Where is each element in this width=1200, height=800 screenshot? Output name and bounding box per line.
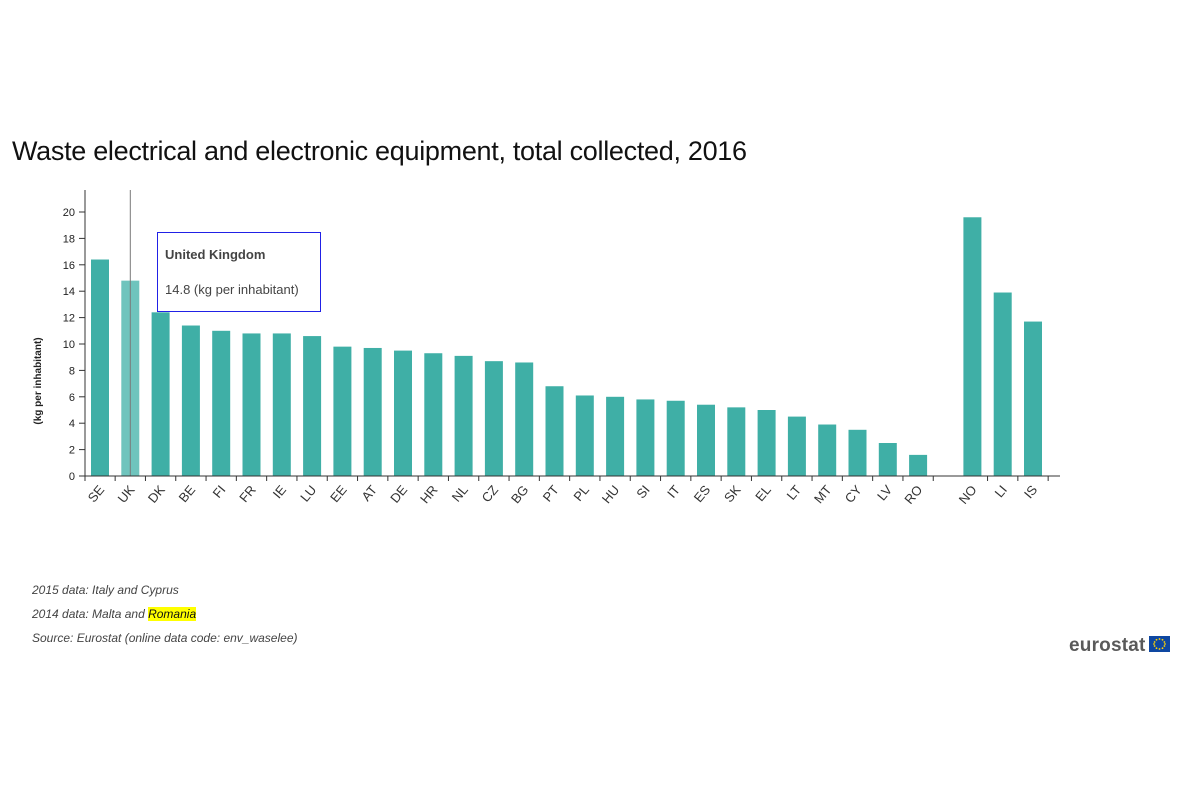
bar-de[interactable] [394, 350, 412, 476]
x-axis: SE UK DK BE FI FR IE LU EE AT DE HR NL CZ BG PT PL HU SI IT… [84, 475, 1060, 507]
bar-pl[interactable] [575, 395, 594, 476]
y-tick-label: 6 [69, 392, 75, 404]
y-axis-label: (kg per inhabitant) [33, 337, 44, 424]
x-tick-label-bg: BG [508, 482, 532, 506]
bar-no[interactable] [963, 217, 982, 476]
y-tick-label: 2 [69, 445, 75, 457]
bar-se[interactable] [91, 259, 109, 476]
x-tick-label-se: SE [85, 482, 108, 505]
x-tick-label-ee: EE [327, 482, 350, 505]
bar-si[interactable] [636, 399, 655, 476]
bar-ee[interactable] [333, 346, 352, 476]
x-tick-label-no: NO [956, 482, 980, 507]
x-tick-label-dk: DK [145, 482, 168, 506]
bar-fr[interactable] [242, 333, 261, 476]
x-tick-label-fr: FR [236, 482, 259, 505]
x-tick-label-fi: FI [210, 482, 229, 500]
y-axis: 0 2 4 6 8 10 12 14 16 18 20 [63, 190, 86, 483]
bar-cz[interactable] [484, 361, 503, 476]
x-tick-label-cy: CY [842, 482, 865, 506]
bar-hr[interactable] [424, 353, 443, 476]
bar-chart: 0 2 4 6 8 10 12 14 16 18 20 SE UK DK BE FI FR IE LU EE AT DE… [33, 190, 1060, 507]
bar-at[interactable] [363, 347, 382, 476]
y-tick-label: 12 [63, 313, 75, 325]
bar-nl[interactable] [454, 355, 473, 476]
y-tick-label: 18 [63, 233, 75, 245]
bar-dk[interactable] [151, 312, 170, 476]
y-tick-label: 16 [63, 260, 75, 272]
x-tick-label-pl: PL [570, 482, 592, 504]
x-tick-label-it: IT [664, 482, 683, 501]
x-tick-label-lv: LV [874, 482, 895, 503]
chart-title: Waste electrical and electronic equipmen… [12, 136, 747, 166]
bar-tooltip: United Kingdom 14.8 (kg per inhabitant) [157, 232, 321, 312]
x-tick-label-mt: MT [811, 482, 835, 506]
tooltip-title: United Kingdom [165, 247, 266, 262]
bar-ie[interactable] [272, 333, 291, 476]
bar-ro[interactable] [909, 454, 928, 476]
bar-lu[interactable] [303, 336, 322, 476]
x-tick-label-sk: SK [721, 482, 744, 505]
bar-is[interactable] [1024, 321, 1042, 476]
bar-fi[interactable] [212, 330, 231, 476]
x-tick-label-es: ES [691, 482, 714, 505]
x-tick-label-de: DE [387, 482, 410, 506]
x-tick-label-nl: NL [449, 482, 471, 504]
bar-cy[interactable] [848, 429, 867, 476]
bars-group [91, 190, 1042, 476]
x-tick-label-is: IS [1021, 482, 1041, 501]
y-tick-label: 20 [63, 207, 75, 219]
footnote-2014: 2014 data: Malta and Romania [32, 607, 197, 621]
bar-mt[interactable] [818, 424, 837, 476]
y-tick-label: 0 [69, 471, 75, 483]
x-tick-label-si: SI [633, 482, 652, 501]
bar-bg[interactable] [515, 362, 534, 476]
x-tick-label-hr: HR [417, 482, 441, 506]
bar-li[interactable] [993, 292, 1012, 476]
bar-hu[interactable] [606, 396, 625, 476]
x-tick-label-el: EL [752, 482, 774, 504]
tooltip-value: 14.8 (kg per inhabitant) [165, 282, 299, 297]
x-tick-label-lt: LT [784, 482, 805, 503]
bar-lv[interactable] [878, 443, 897, 476]
y-tick-label: 14 [63, 286, 75, 298]
x-tick-label-cz: CZ [479, 482, 502, 505]
eurostat-logo-text: eurostat [1069, 635, 1146, 656]
bar-sk[interactable] [727, 407, 746, 476]
footnote-2014-prefix: 2014 data: Malta and [32, 607, 149, 621]
bar-es[interactable] [697, 404, 715, 476]
bar-pt[interactable] [545, 386, 564, 476]
x-tick-label-be: BE [176, 482, 199, 505]
x-tick-label-lu: LU [297, 482, 319, 504]
bar-be[interactable] [181, 325, 200, 476]
y-tick-label: 4 [69, 418, 75, 430]
x-tick-label-ie: IE [270, 482, 290, 501]
footnote-source: Source: Eurostat (online data code: env_… [32, 631, 298, 645]
bar-el[interactable] [757, 410, 776, 476]
x-tick-label-pt: PT [540, 482, 562, 504]
eu-flag-icon [1149, 636, 1170, 652]
footnote-2015: 2015 data: Italy and Cyprus [32, 583, 179, 597]
y-tick-label: 8 [69, 365, 75, 377]
x-tick-label-ro: RO [901, 482, 925, 507]
x-tick-label-uk: UK [114, 482, 137, 506]
x-tick-label-li: LI [992, 482, 1010, 500]
bar-it[interactable] [666, 400, 685, 476]
footnote-highlight-romania: Romania [148, 607, 197, 621]
x-tick-label-at: AT [358, 482, 380, 504]
x-tick-label-hu: HU [599, 482, 623, 506]
bar-lt[interactable] [787, 416, 806, 476]
y-tick-label: 10 [63, 339, 75, 351]
